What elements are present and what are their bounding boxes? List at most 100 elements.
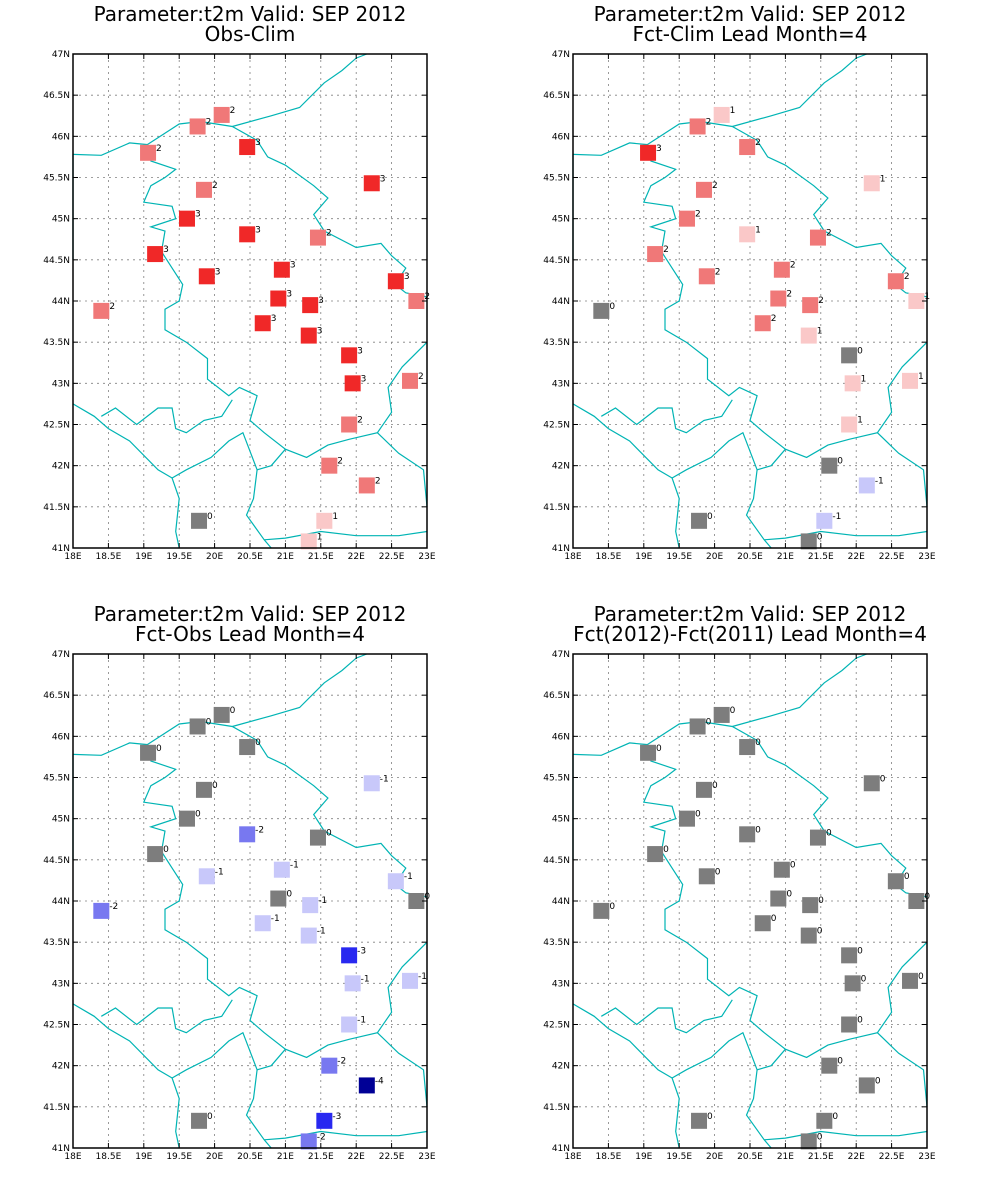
x-tick-label: 20.5E — [237, 1152, 263, 1162]
station-value-label: 3 — [286, 290, 292, 300]
station-value-label: 0 — [156, 744, 162, 754]
y-tick-label: 44.5N — [543, 256, 570, 266]
country-border — [171, 1031, 272, 1149]
x-tick-label: 20E — [706, 1152, 723, 1162]
station-value-label: 1 — [880, 174, 886, 184]
y-tick-label: 42N — [52, 462, 70, 472]
country-border — [146, 720, 428, 898]
station-marker — [191, 1112, 208, 1129]
station-marker — [841, 947, 858, 964]
station-marker — [198, 868, 215, 885]
station-value-label: 1 — [817, 327, 823, 337]
station-value-label: -1 — [357, 1016, 366, 1026]
station-marker — [844, 975, 861, 992]
station-value-label: 2 — [418, 372, 424, 382]
country-border — [756, 1048, 786, 1071]
station-value-label: -1 — [215, 867, 224, 877]
station-marker — [773, 861, 790, 878]
station-marker — [902, 372, 919, 389]
station-marker — [858, 1077, 875, 1094]
station-value-label: 0 — [609, 302, 615, 312]
station-marker — [239, 139, 256, 156]
station-value-label: 2 — [715, 267, 721, 277]
y-tick-label: 42N — [552, 1062, 570, 1072]
station-value-label: 2 — [337, 457, 343, 467]
station-marker — [270, 290, 287, 307]
station-marker — [773, 261, 790, 278]
y-tick-label: 42.5N — [43, 1021, 70, 1031]
panel-subtitle: Fct-Clim Lead Month=4 — [632, 22, 867, 46]
country-border — [764, 530, 928, 541]
panel-subtitle: Fct-Obs Lead Month=4 — [135, 622, 365, 646]
station-marker — [178, 210, 195, 227]
station-marker — [844, 375, 861, 392]
station-marker — [341, 1016, 358, 1033]
station-marker — [691, 1112, 708, 1129]
station-value-label: 0 — [255, 738, 261, 748]
station-marker — [321, 1057, 338, 1074]
station-value-label: -1 — [380, 774, 389, 784]
station-value-label: 0 — [755, 825, 761, 835]
station-marker — [863, 775, 880, 792]
station-value-label: 3 — [255, 225, 261, 235]
station-value-label: 0 — [832, 1112, 838, 1122]
station-marker — [689, 118, 706, 135]
y-tick-label: 44N — [552, 297, 570, 307]
station-value-label: 0 — [207, 512, 213, 522]
station-value-label: -1 — [290, 861, 299, 871]
y-tick-label: 41.5N — [43, 503, 70, 513]
station-value-label: 3 — [195, 210, 201, 220]
y-tick-label: 41N — [52, 544, 70, 554]
x-tick-label: 22.5E — [379, 1152, 405, 1162]
station-value-label: 2 — [790, 261, 796, 271]
station-marker — [147, 846, 164, 863]
station-value-label: 0 — [790, 861, 796, 871]
x-tick-label: 21E — [777, 1152, 794, 1162]
station-value-label: 1 — [755, 225, 761, 235]
country-border — [171, 431, 272, 549]
station-value-label: -1 — [361, 974, 370, 984]
station-marker — [300, 327, 317, 344]
station-value-label: 0 — [212, 781, 218, 791]
country-border — [756, 448, 786, 471]
y-tick-label: 41N — [552, 1144, 570, 1154]
x-tick-label: 22.5E — [379, 552, 405, 562]
station-value-label: 1 — [730, 106, 736, 116]
x-tick-label: 19E — [135, 1152, 152, 1162]
station-marker — [341, 416, 358, 433]
country-border — [72, 742, 428, 1059]
station-value-label: 0 — [206, 717, 212, 727]
station-value-label: -1 — [875, 476, 884, 486]
station-value-label: -3 — [332, 1112, 341, 1122]
y-tick-label: 47N — [52, 50, 70, 60]
station-value-label: 0 — [904, 872, 910, 882]
y-tick-label: 44.5N — [43, 256, 70, 266]
country-border — [232, 53, 368, 128]
x-tick-label: 20.5E — [737, 552, 763, 562]
station-value-label: -2 — [109, 902, 118, 912]
station-value-label: 3 — [380, 174, 386, 184]
station-marker — [408, 293, 425, 309]
y-tick-label: 42.5N — [543, 1021, 570, 1031]
station-value-label: 1 — [317, 532, 323, 542]
station-value-label: 2 — [109, 302, 115, 312]
station-marker — [321, 457, 338, 474]
country-border — [671, 431, 772, 549]
y-tick-label: 47N — [52, 650, 70, 660]
station-value-label: 0 — [730, 706, 736, 716]
station-value-label: -2 — [337, 1057, 346, 1067]
country-border — [572, 142, 928, 459]
x-tick-label: 23E — [918, 1152, 935, 1162]
station-value-label: 3 — [404, 272, 410, 282]
station-marker — [402, 972, 419, 989]
station-marker — [302, 297, 319, 314]
station-marker — [593, 902, 610, 919]
x-tick-label: 19.5E — [666, 552, 692, 562]
station-value-label: 0 — [230, 706, 236, 716]
station-marker — [908, 893, 925, 909]
station-marker — [358, 1077, 375, 1094]
station-marker — [239, 826, 256, 843]
x-tick-label: 20E — [706, 552, 723, 562]
y-tick-label: 45N — [552, 215, 570, 225]
country-border — [72, 1003, 180, 1149]
